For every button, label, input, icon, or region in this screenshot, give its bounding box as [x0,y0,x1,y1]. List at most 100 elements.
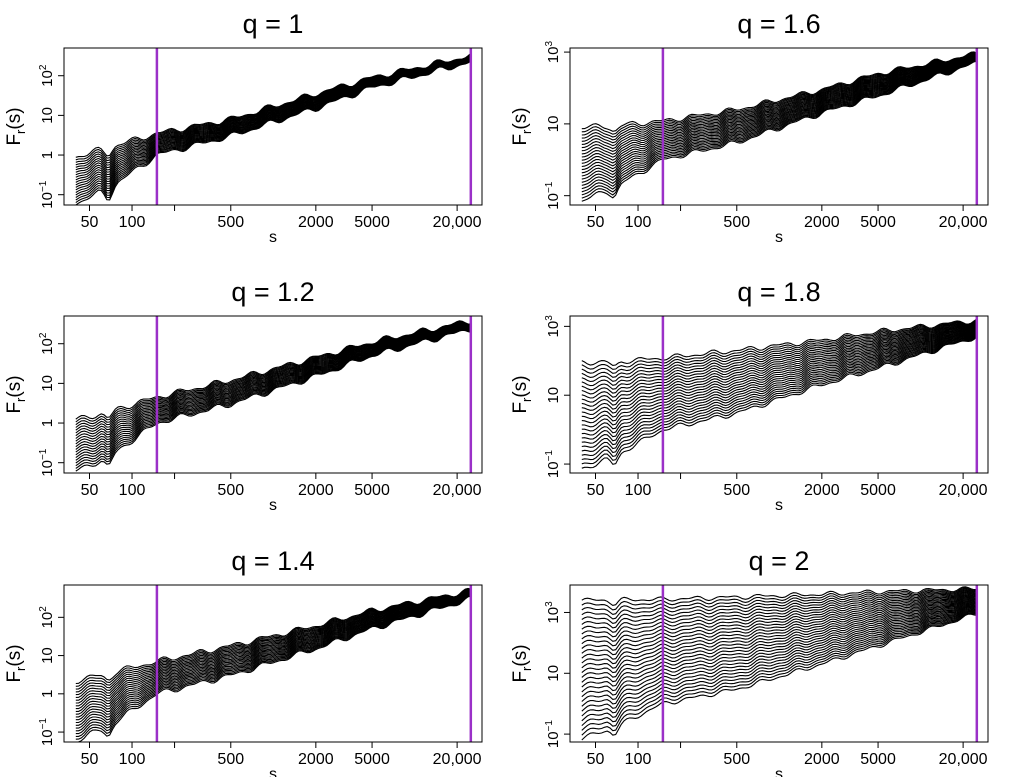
series-line-20 [581,322,978,391]
series-line-22 [75,587,471,685]
x-tick-label: 2000 [804,751,840,768]
x-tick-label: 20,000 [939,482,988,499]
series-line-5 [581,59,977,190]
series-line-3 [581,59,977,196]
series-line-20 [75,52,472,158]
series-line-28 [581,588,977,615]
y-tick-label: 102 [38,606,56,629]
series-line-2 [581,612,977,736]
series-line-26 [581,590,977,624]
y-tick-base: 10 [39,460,56,477]
y-label-main: F [4,402,25,414]
panel-title: q = 1.6 [737,9,820,39]
y-tick-exponent: 3 [544,315,555,321]
y-tick-label: 10 [545,665,562,682]
x-axis-label: s [775,229,783,246]
series-line-18 [581,597,977,660]
series-line-6 [581,58,977,186]
series-line-20 [75,320,471,420]
series-line-4 [581,59,977,193]
series-line-5 [581,609,977,722]
x-tick-label: 2000 [804,214,840,231]
series-line-24 [581,591,977,633]
series-line-6 [581,608,977,717]
y-tick-label: 10−1 [38,180,56,209]
y-label-suffix: (s) [510,375,531,397]
x-axis-label: s [269,766,277,777]
series-line-12 [75,591,471,712]
y-tick-label: 1 [39,151,56,159]
x-tick-label: 50 [587,482,605,499]
plot-frame [63,315,483,474]
x-tick-label: 100 [119,751,146,768]
panel-title: q = 1.4 [231,546,314,576]
series-line-7 [75,326,471,456]
series-line-27 [581,589,977,620]
x-tick-label: 20,000 [433,214,482,231]
series-line-4 [581,334,978,457]
y-tick-base: 10 [545,665,562,682]
y-tick-exponent: 3 [544,41,555,47]
series-line-13 [581,327,978,420]
series-line-6 [75,58,472,193]
series-line-6 [75,593,471,729]
y-tick-label: 10−1 [544,181,562,210]
series-line-3 [581,611,977,731]
series-line-24 [581,51,978,132]
x-axis-label: s [775,766,783,777]
series-line-7 [581,331,978,444]
x-tick-label: 20,000 [433,751,482,768]
x-tick-label: 100 [625,214,652,231]
series-line-11 [75,592,471,715]
series-line-10 [75,325,471,448]
plot-frame [569,315,989,474]
series-line-15 [581,55,977,158]
x-tick-label: 2000 [298,214,334,231]
series-line-5 [75,594,471,732]
series-line-23 [581,592,977,638]
y-tick-base: 10 [39,192,56,209]
series-line-25 [581,319,978,370]
x-tick-label: 5000 [860,751,896,768]
series-line-15 [75,322,471,434]
series-line-3 [75,328,471,467]
series-line-1 [75,60,472,205]
x-tick-label: 500 [217,482,244,499]
y-tick-exponent: −1 [38,448,49,460]
series-line-13 [581,602,977,683]
series-line-10 [581,605,977,698]
series-line-9 [581,330,978,436]
y-axis-label: Fr(s) [510,644,534,682]
y-tick-label: 10 [39,107,56,124]
series-line-16 [581,325,978,407]
series-line-22 [581,321,978,383]
y-tick-label: 103 [544,41,562,64]
y-label-subscript: r [13,666,28,671]
x-tick-label: 2000 [298,482,334,499]
plot-frame [63,584,483,743]
y-axis-label: Fr(s) [510,375,534,413]
series-line-15 [581,600,977,674]
x-tick-label: 100 [119,482,146,499]
series-line-17 [581,324,978,403]
panel-title: q = 1.8 [737,277,820,307]
y-label-subscript: r [519,397,534,402]
series-line-11 [581,604,977,693]
series-line-8 [75,326,471,453]
x-axis-label: s [775,497,783,514]
x-tick-label: 5000 [354,482,390,499]
series-line-23 [581,320,978,378]
y-tick-label: 10 [39,647,56,664]
series-line-19 [581,53,977,147]
y-tick-base: 10 [39,375,56,392]
x-tick-label: 100 [625,751,652,768]
plot-frame [569,584,989,743]
series-line-4 [75,59,472,198]
y-tick-exponent: 3 [544,601,555,607]
series-line-11 [75,324,471,445]
series-line-17 [75,589,471,698]
series-line-3 [75,594,471,737]
series-line-16 [581,54,977,155]
